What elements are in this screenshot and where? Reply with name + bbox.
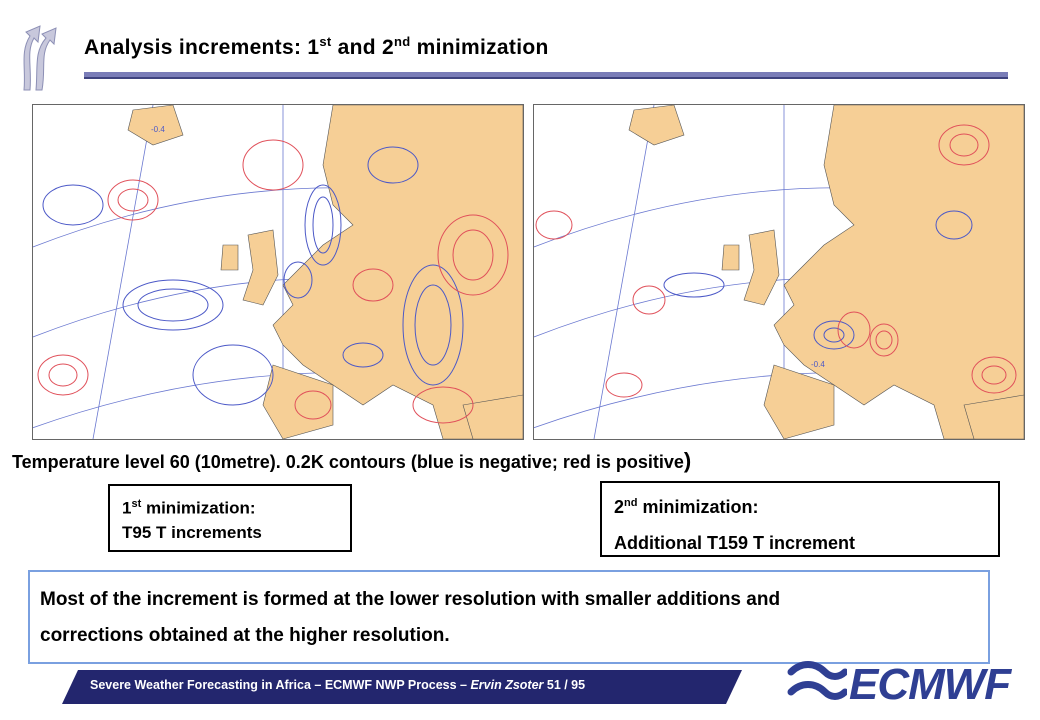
increment-map-first-minimization: -0.4 xyxy=(32,104,524,440)
box1-heading: 1st minimization: xyxy=(122,498,256,518)
figure-caption: Temperature level 60 (10metre). 0.2K con… xyxy=(12,448,692,473)
ecmwf-wordmark: ECMWF xyxy=(849,660,1011,709)
increment-map-second-minimization: -0.4 xyxy=(533,104,1025,440)
summary-line-1: Most of the increment is formed at the l… xyxy=(40,589,781,610)
second-minimization-box: 2nd minimization: Additional T159 T incr… xyxy=(600,481,1000,557)
ecmwf-wave-icon xyxy=(787,661,849,700)
summary-note: Most of the increment is formed at the l… xyxy=(28,570,990,664)
box2-heading: 2nd minimization: xyxy=(614,497,759,517)
summary-line-2: corrections obtained at the higher resol… xyxy=(40,625,450,646)
title-rule xyxy=(84,72,1008,79)
box2-description: Additional T159 T increment xyxy=(614,533,856,553)
footer-bar: Severe Weather Forecasting in Africa – E… xyxy=(62,670,742,704)
contour-label: -0.4 xyxy=(811,360,825,369)
box1-description: T95 T increments xyxy=(122,522,262,542)
contour-label: -0.4 xyxy=(151,125,165,134)
ecmwf-arrows-logo xyxy=(23,25,57,91)
ecmwf-logo: ECMWF xyxy=(785,658,1013,709)
first-minimization-box: 1st minimization: T95 T increments xyxy=(108,484,352,552)
footer-text: Severe Weather Forecasting in Africa – E… xyxy=(90,678,586,692)
slide-title: Analysis increments: 1st and 2nd minimiz… xyxy=(84,34,549,59)
